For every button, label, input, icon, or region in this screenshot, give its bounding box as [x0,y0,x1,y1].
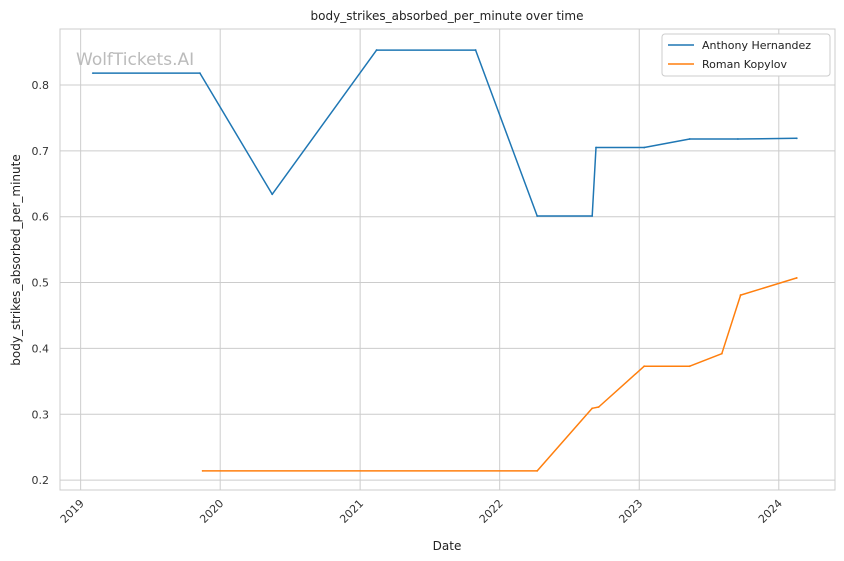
y-tick-label: 0.2 [32,474,50,487]
data-point-anthony-hernandez [536,215,539,217]
data-point-roman-kopylov [739,294,742,296]
data-point-roman-kopylov [688,365,691,368]
x-tick-label: 2024 [756,497,785,526]
x-tick-label: 2020 [197,497,226,526]
legend-label-roman-kopylov: Roman Kopylov [702,58,787,71]
y-tick-label: 0.5 [32,277,50,290]
data-point-anthony-hernandez [595,146,597,149]
chart-title: body_strikes_absorbed_per_minute over ti… [311,9,584,23]
data-point-anthony-hernandez [736,138,739,140]
data-point-anthony-hernandez [474,49,477,51]
y-tick-label: 0.3 [32,408,50,421]
series-line-anthony-hernandez [92,49,797,217]
data-point-anthony-hernandez [91,72,94,75]
data-point-anthony-hernandez [643,146,646,149]
data-point-roman-kopylov [720,352,723,355]
data-point-roman-kopylov [597,406,600,408]
series-lines [91,49,798,472]
legend-label-anthony-hernandez: Anthony Hernandez [702,39,811,52]
data-point-roman-kopylov [536,470,539,472]
y-tick-label: 0.8 [32,79,50,92]
y-axis-title: body_strikes_absorbed_per_minute [9,154,23,365]
legend-box [661,33,831,77]
data-point-anthony-hernandez [199,72,201,75]
x-tick-label: 2019 [58,497,87,526]
data-point-roman-kopylov [201,470,204,472]
y-tick-label: 0.6 [32,211,50,224]
x-tick-labels: 2019 2020 2021 2022 2023 2024 [58,497,785,526]
x-tick-label: 2021 [337,497,366,526]
y-tick-label: 0.7 [32,145,50,158]
data-point-roman-kopylov [795,277,798,279]
x-tick-label: 2022 [477,497,506,526]
x-tick-label: 2023 [616,497,645,526]
data-point-anthony-hernandez [375,49,378,51]
grid-lines [60,29,835,490]
data-point-anthony-hernandez [591,215,594,217]
data-point-anthony-hernandez [271,193,274,196]
data-point-anthony-hernandez [795,137,798,140]
data-point-anthony-hernandez [688,138,691,140]
watermark: WolfTickets.AI [76,50,194,70]
y-tick-labels: 0.2 0.3 0.4 0.5 0.6 0.7 0.8 [32,79,50,487]
y-tick-label: 0.4 [32,342,50,355]
x-axis-title: Date [433,539,462,553]
data-point-roman-kopylov [643,365,646,368]
data-point-roman-kopylov [591,407,594,410]
legend: Anthony Hernandez Roman Kopylov [661,33,831,77]
plot-area [59,28,836,491]
